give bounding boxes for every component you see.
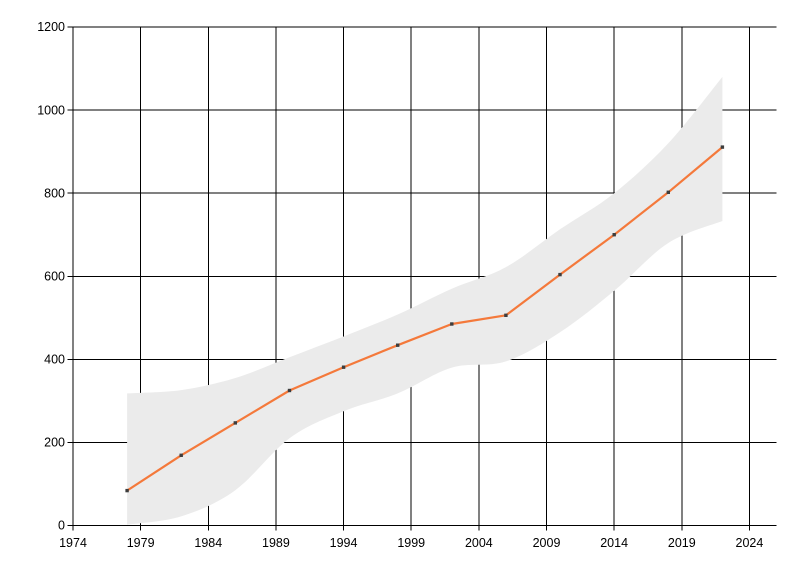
x-tick-label: 1974	[59, 536, 87, 550]
x-tick-label: 2024	[736, 536, 764, 550]
data-point-marker	[720, 145, 725, 149]
data-point-marker	[125, 488, 129, 493]
y-tick-label: 0	[58, 519, 65, 533]
data-point-marker	[504, 313, 508, 317]
data-point-marker	[450, 322, 454, 326]
x-tick-label: 2009	[533, 536, 561, 550]
data-point-marker	[179, 453, 183, 457]
y-tick-label: 1200	[37, 20, 65, 34]
data-point-marker	[396, 343, 400, 347]
y-tick-label: 600	[44, 269, 65, 283]
x-tick-label: 1984	[194, 536, 222, 550]
data-point-marker	[666, 190, 670, 194]
data-point-marker	[287, 388, 292, 393]
x-tick-label: 2014	[600, 536, 628, 550]
series-line	[126, 146, 724, 492]
y-tick-label: 800	[44, 186, 65, 200]
y-tick-label: 1000	[37, 103, 65, 117]
data-point-marker	[612, 233, 616, 237]
x-tick-label: 1994	[330, 536, 358, 550]
x-tick-label: 1999	[397, 536, 425, 550]
y-tick-label: 400	[44, 353, 65, 367]
x-tick-label: 1979	[127, 536, 155, 550]
data-point-marker	[558, 272, 562, 277]
uncertainty-band	[127, 76, 723, 525]
x-tick-label: 1989	[262, 536, 290, 550]
x-tick-label: 2004	[465, 536, 493, 550]
data-point-marker	[233, 421, 237, 425]
y-tick-label: 200	[44, 436, 65, 450]
data-point-marker	[341, 365, 346, 369]
x-tick-label: 2019	[668, 536, 696, 550]
